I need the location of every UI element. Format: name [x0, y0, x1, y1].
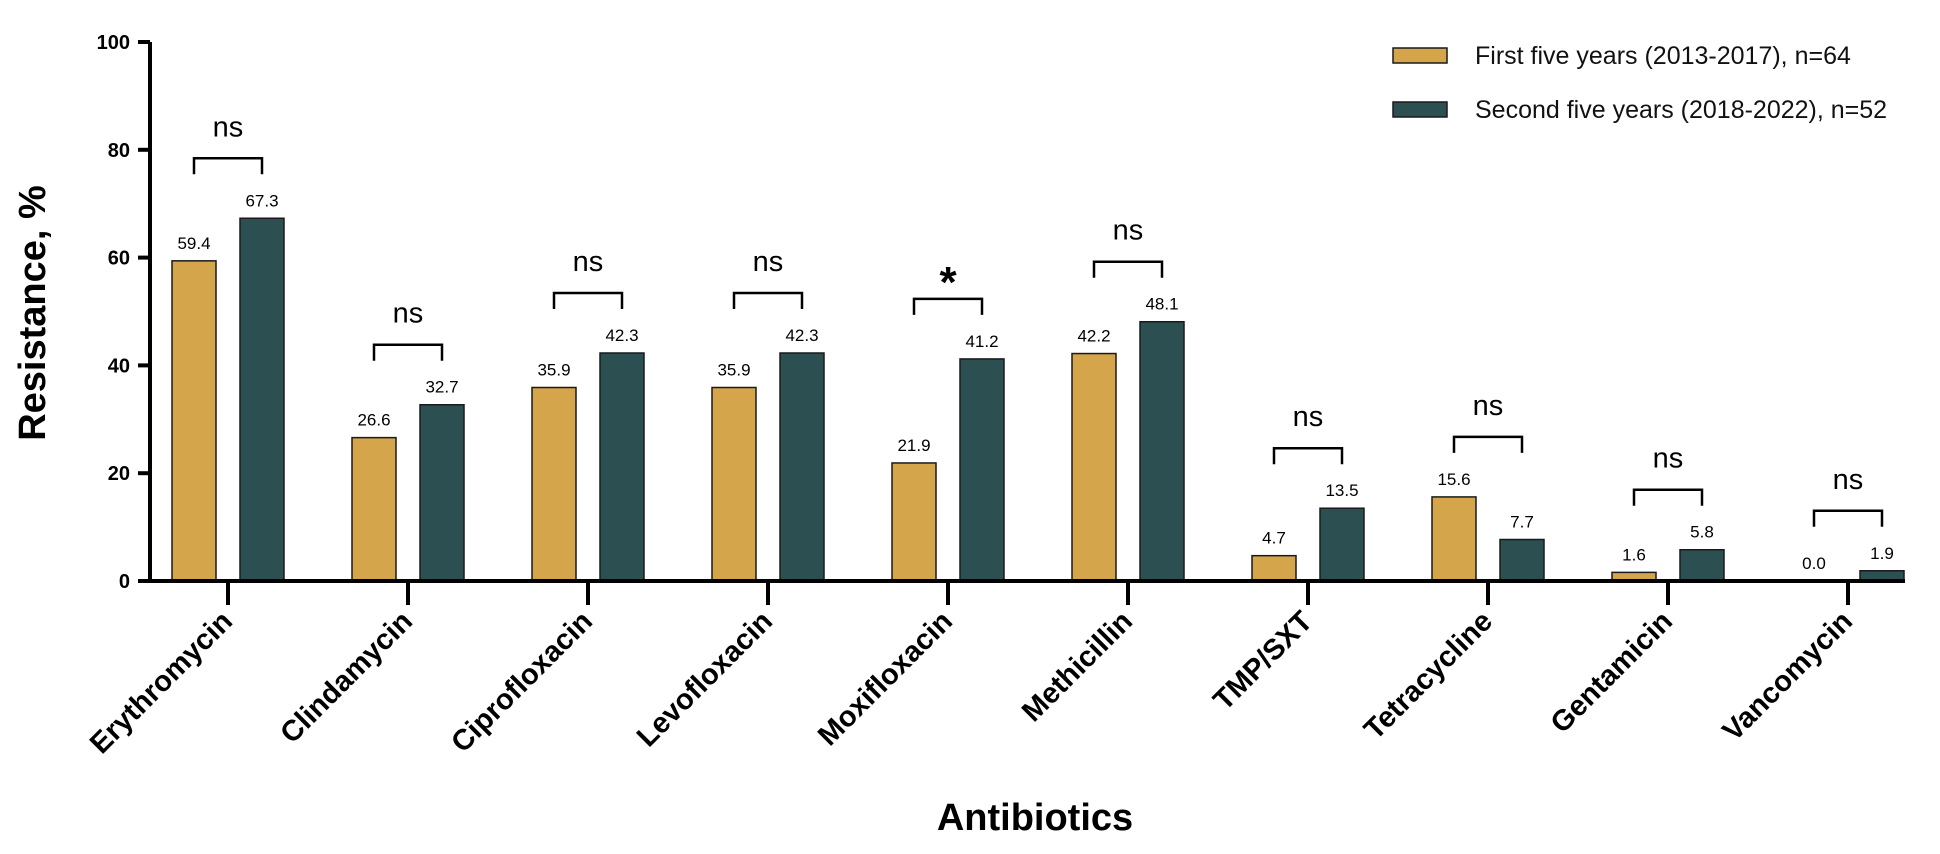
bar	[1679, 548, 1725, 582]
data-label: 4.7	[1262, 529, 1286, 548]
y-tick-label: 0	[119, 571, 130, 593]
significance-label: ns	[573, 246, 604, 278]
data-label: 1.6	[1622, 545, 1646, 564]
category-label: Clindamycin	[274, 605, 419, 750]
significance-label: ns	[213, 111, 244, 143]
data-label: 42.3	[605, 326, 638, 345]
bar	[891, 462, 937, 582]
significance-bracket	[1272, 446, 1344, 465]
significance-label: ns	[1293, 401, 1324, 433]
significance-label: ns	[753, 246, 784, 278]
legend: First five years (2013-2017), n=64 Second…	[1392, 42, 1887, 124]
bar	[959, 358, 1005, 582]
legend-swatch	[1392, 47, 1448, 64]
legend-swatch	[1392, 101, 1448, 118]
bar	[419, 403, 465, 582]
bar	[351, 436, 397, 582]
significance-bracket	[1812, 509, 1884, 527]
data-label: 41.2	[965, 332, 998, 351]
category-label: Gentamicin	[1545, 605, 1679, 739]
x-axis-title: Antibiotics	[937, 797, 1133, 839]
data-label: 32.7	[425, 378, 458, 397]
data-labels: 59.4 26.6 35.9 35.9 21.9 42.2 4.7 15.6 1.6 0.0 67.…	[177, 191, 1893, 573]
bar	[171, 260, 217, 582]
data-label: 59.4	[177, 234, 210, 253]
bar	[599, 352, 645, 582]
data-label: 26.6	[357, 411, 390, 430]
y-tick-label: 60	[108, 248, 130, 270]
data-label: 15.6	[1437, 470, 1470, 489]
data-label: 0.0	[1802, 554, 1826, 573]
data-label: 42.3	[785, 326, 818, 345]
significance-label: *	[939, 258, 957, 307]
bar	[779, 352, 825, 582]
category-label: Tetracycline	[1358, 605, 1499, 746]
data-label: 48.1	[1145, 295, 1178, 314]
significance-bracket	[1092, 260, 1164, 278]
data-label: 21.9	[897, 436, 930, 455]
significance-bracket	[552, 291, 624, 310]
x-axis-ticks	[226, 581, 1850, 605]
category-label: Ciprofloxacin	[445, 605, 599, 759]
legend-label: Second five years (2018-2022), n=52	[1475, 96, 1887, 124]
y-tick-label: 80	[108, 140, 130, 162]
significance-bracket	[912, 297, 984, 315]
data-label: 35.9	[537, 360, 570, 379]
legend-label: First five years (2013-2017), n=64	[1475, 42, 1851, 70]
data-label: 1.9	[1870, 544, 1894, 563]
significance-bracket	[192, 157, 264, 175]
significance-label: ns	[1473, 390, 1504, 422]
data-label: 7.7	[1510, 512, 1534, 531]
y-tick-label: 100	[97, 32, 130, 54]
y-axis-title: Resistance, %	[12, 185, 54, 441]
significance-label: ns	[1833, 464, 1864, 496]
bar	[1319, 507, 1365, 582]
y-tick-label: 20	[108, 463, 130, 485]
bars	[171, 217, 1905, 582]
data-label: 35.9	[717, 360, 750, 379]
bar	[1431, 496, 1477, 582]
significance-label: ns	[1113, 215, 1144, 247]
bar	[1499, 538, 1545, 582]
bar	[1139, 320, 1185, 582]
bar	[1251, 554, 1297, 582]
y-tick-label: 40	[108, 355, 130, 377]
bar	[1071, 352, 1117, 582]
data-label: 67.3	[245, 191, 278, 210]
category-labels: Erythromycin Clindamycin Ciprofloxacin Levo…	[84, 605, 1859, 760]
data-label: 5.8	[1690, 523, 1714, 542]
significance-bracket	[1632, 488, 1704, 506]
significance-label: ns	[1653, 443, 1684, 475]
category-label: Levofloxacin	[631, 605, 779, 753]
category-label: Methicillin	[1016, 605, 1139, 728]
significance-brackets: ns ns ns ns * ns ns ns ns ns	[192, 111, 1884, 527]
category-label: Moxifloxacin	[812, 605, 959, 752]
bar	[531, 386, 577, 582]
bar	[711, 386, 757, 582]
significance-bracket	[732, 291, 804, 310]
significance-bracket	[372, 343, 444, 361]
data-label: 42.2	[1077, 327, 1110, 346]
bar	[239, 217, 285, 582]
category-label: Vancomycin	[1717, 605, 1859, 747]
category-label: Erythromycin	[84, 605, 239, 760]
significance-bracket	[1452, 435, 1524, 453]
significance-label: ns	[393, 298, 424, 330]
category-label: TMP/SXT	[1207, 605, 1319, 717]
data-label: 13.5	[1325, 481, 1358, 500]
y-axis-ticks: 0 20 40 60 80 100	[97, 32, 150, 593]
